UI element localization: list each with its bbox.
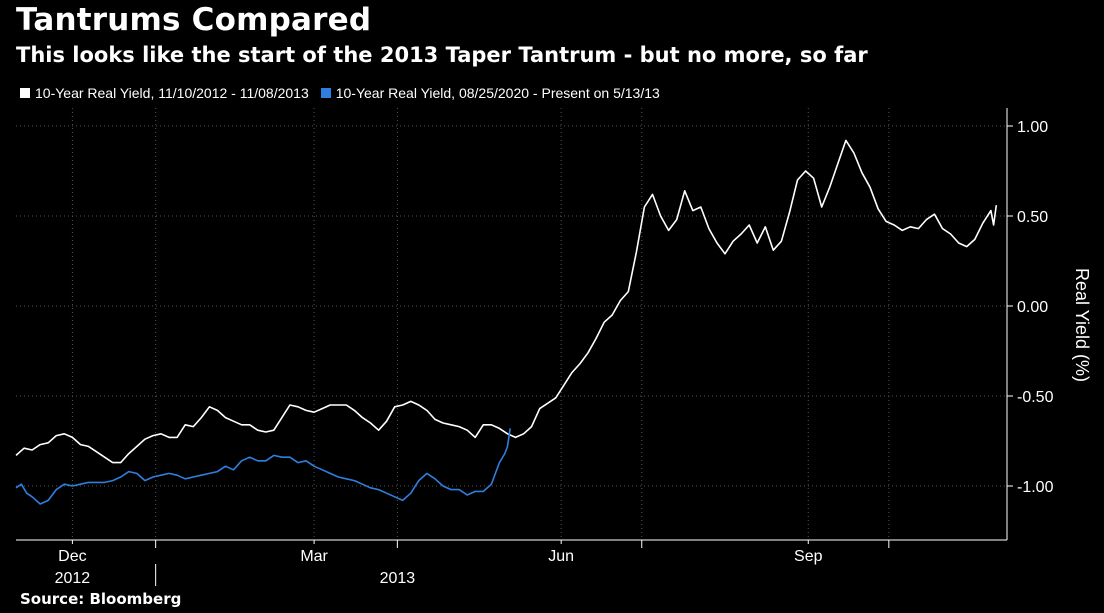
legend-label-series1: 10-Year Real Yield, 11/10/2012 - 11/08/2…: [35, 85, 309, 101]
x-tick-label: Mar: [300, 548, 328, 565]
y-tick-label: -1.00: [1017, 479, 1054, 496]
legend-item-series2: 10-Year Real Yield, 08/25/2020 - Present…: [320, 85, 660, 101]
legend-label-series2: 10-Year Real Yield, 08/25/2020 - Present…: [335, 85, 660, 101]
source-note: Source: Bloomberg: [20, 590, 182, 608]
grid-lines: [16, 108, 1007, 540]
x-tick-label: Dec: [58, 548, 86, 565]
axes: [16, 108, 1013, 586]
chart-subtitle: This looks like the start of the 2013 Ta…: [16, 43, 868, 67]
x-tick-label: Jun: [548, 548, 574, 565]
series-line-1: [15, 139, 998, 464]
series-lines: [15, 139, 998, 505]
legend-swatch-series2: [320, 88, 331, 98]
x-year-label: 2013: [380, 570, 416, 587]
x-tick-label: Sep: [794, 548, 823, 565]
y-tick-label: 1.00: [1017, 119, 1048, 136]
x-year-label: 2012: [55, 570, 91, 587]
y-tick-label: 0.50: [1017, 209, 1048, 226]
chart-title: Tantrums Compared: [16, 2, 372, 38]
y-tick-label: 0.00: [1017, 299, 1048, 316]
y-axis-title: Real Yield (%): [1072, 268, 1092, 382]
y-tick-label: -0.50: [1017, 389, 1054, 406]
legend: 10-Year Real Yield, 11/10/2012 - 11/08/2…: [20, 85, 660, 101]
axis-labels: 1.00 0.50 0.00 -0.50 -1.00 Dec Mar Jun Sep 2012 20…: [55, 119, 1054, 587]
legend-item-series1: 10-Year Real Yield, 11/10/2012 - 11/08/2…: [20, 85, 309, 101]
series-line-2: [15, 428, 511, 505]
legend-swatch-series1: [20, 88, 30, 98]
